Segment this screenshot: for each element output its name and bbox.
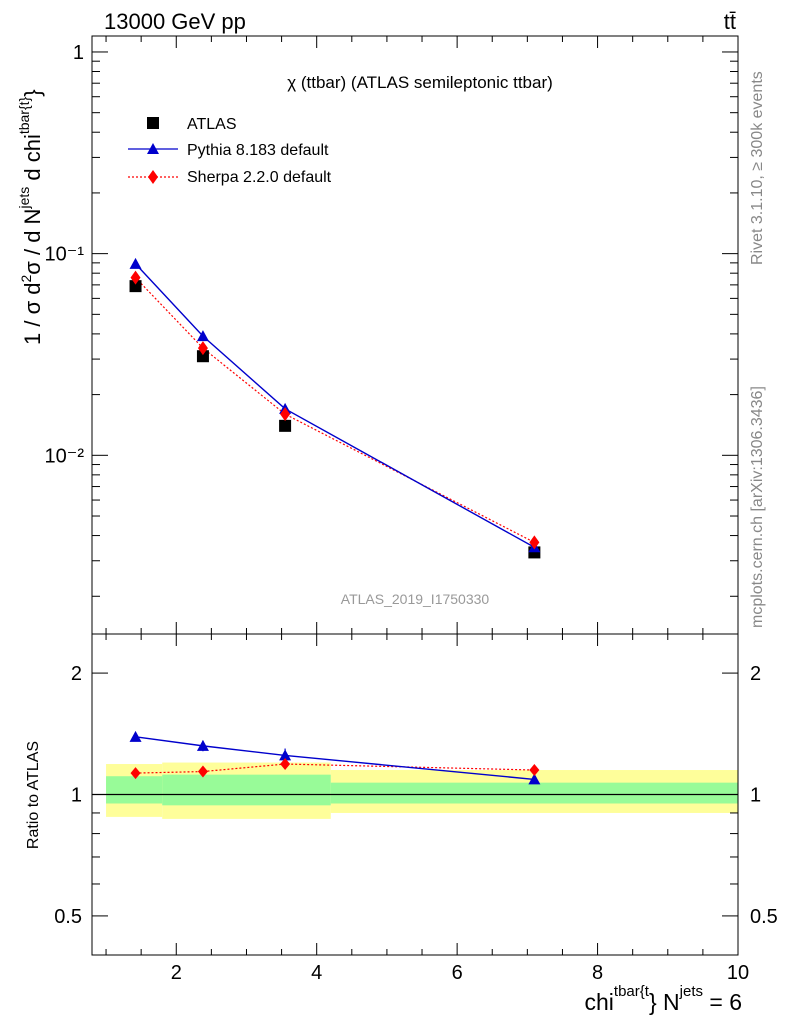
ratio-pythia-point bbox=[279, 749, 292, 761]
ratio-x-ticklabel: 4 bbox=[311, 962, 322, 984]
ratio-sherpa-line bbox=[135, 763, 535, 774]
ratio-pythia-line bbox=[135, 736, 535, 781]
ratio-band-inner bbox=[106, 776, 163, 804]
sherpa-point bbox=[197, 341, 208, 356]
sherpa-point bbox=[130, 270, 141, 285]
ratio-x-ticklabel: 10 bbox=[727, 962, 749, 984]
legend-label-sherpa: Sherpa 2.2.0 default bbox=[187, 169, 332, 186]
legend: ATLAS Pythia 8.183 default Sherpa 2.2.0 … bbox=[128, 116, 332, 186]
ratio-y-ticklabel-right: 0.5 bbox=[750, 906, 778, 928]
ratio-y-ticklabel-right: 1 bbox=[750, 785, 761, 807]
legend-label-atlas: ATLAS bbox=[187, 116, 237, 133]
main-y-ticklabel: 1 bbox=[73, 42, 84, 64]
svg-text:chitbar{t} Njets = 6: chitbar{t} Njets = 6 bbox=[585, 983, 742, 1015]
ratio-band-inner bbox=[162, 774, 331, 806]
ratio-y-ticklabel-left: 2 bbox=[71, 663, 82, 685]
ratio-sherpa-point bbox=[197, 765, 208, 778]
plot-title: χ (ttbar) (ATLAS semileptonic ttbar) bbox=[287, 73, 553, 92]
ratio-xlabel: chitbar{t} Njets = 6 bbox=[585, 983, 742, 1015]
ratio-x-ticklabel: 6 bbox=[452, 962, 463, 984]
atlas-point bbox=[196, 350, 209, 363]
ratio-pythia-point bbox=[528, 773, 541, 785]
ratio-panel: 2 2 1 1 0.5 0.5 2 4 6 8 10 Ratio to ATLAS chitbar{… bbox=[25, 633, 778, 1015]
atlas-point bbox=[129, 280, 142, 293]
ratio-ylabel: Ratio to ATLAS bbox=[25, 741, 42, 849]
sherpa-point bbox=[280, 407, 291, 422]
ratio-pythia-point bbox=[129, 730, 142, 742]
main-y-ticklabel: 10⁻² bbox=[45, 445, 85, 467]
header-left: 13000 GeV pp bbox=[104, 9, 246, 34]
ratio-pythia-point bbox=[196, 739, 209, 751]
ratio-band-inner bbox=[330, 782, 738, 804]
pythia-point bbox=[196, 330, 209, 342]
ratio-x-ticklabel: 8 bbox=[592, 962, 603, 984]
sherpa-point bbox=[529, 535, 540, 550]
rivet-label: Rivet 3.1.10, ≥ 300k events bbox=[749, 71, 766, 265]
main-panel: 1 10⁻¹ 10⁻² χ (ttbar) (ATLAS semileptonic … bbox=[16, 35, 739, 635]
mcplots-label: mcplots.cern.ch [arXiv:1306.3436] bbox=[749, 386, 766, 628]
ratio-sherpa-point bbox=[280, 758, 291, 771]
analysis-watermark: ATLAS_2019_I1750330 bbox=[341, 591, 490, 607]
pythia-line bbox=[135, 263, 535, 548]
sherpa-line bbox=[135, 277, 535, 543]
atlas-point bbox=[279, 419, 292, 432]
legend-marker-sherpa bbox=[148, 170, 158, 184]
ratio-sherpa-point bbox=[130, 767, 141, 780]
main-ylabel: 1 / σ d2σ / d Njets d chitbar{t}} bbox=[16, 89, 45, 345]
ratio-y-ticklabel-right: 2 bbox=[750, 663, 761, 685]
legend-label-pythia: Pythia 8.183 default bbox=[187, 142, 329, 159]
legend-marker-atlas bbox=[147, 117, 159, 129]
ratio-sherpa-point bbox=[529, 764, 540, 777]
pythia-point bbox=[129, 257, 142, 269]
main-y-ticklabel: 10⁻¹ bbox=[45, 244, 85, 266]
legend-marker-pythia bbox=[147, 143, 159, 154]
ratio-y-ticklabel-left: 0.5 bbox=[54, 906, 82, 928]
ratio-y-ticklabel-left: 1 bbox=[71, 785, 82, 807]
svg-text:1 / σ d2σ / d Njets d chitbar{: 1 / σ d2σ / d Njets d chitbar{t}} bbox=[16, 89, 45, 345]
header-right: tt̄ bbox=[724, 9, 736, 34]
ratio-x-ticklabel: 2 bbox=[171, 962, 182, 984]
